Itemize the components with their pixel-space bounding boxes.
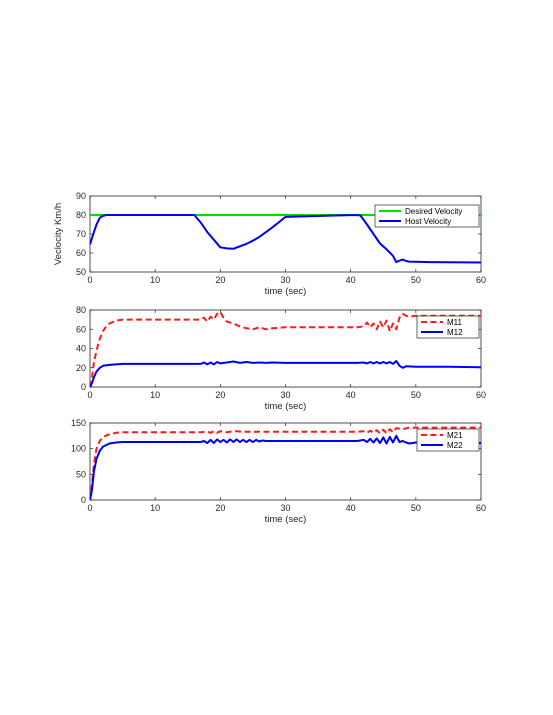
x-tick-label: 10	[150, 390, 160, 400]
y-tick-label: 40	[76, 344, 86, 354]
x-tick-label: 30	[280, 275, 290, 285]
y-tick-label: 50	[76, 469, 86, 479]
y-tick-label: 0	[81, 495, 86, 505]
series-line-m11	[90, 310, 481, 387]
x-tick-label: 40	[346, 275, 356, 285]
y-tick-label: 80	[76, 305, 86, 315]
y-tick-label: 80	[76, 210, 86, 220]
x-tick-label: 30	[280, 503, 290, 513]
x-tick-label: 40	[346, 390, 356, 400]
y-tick-label: 70	[76, 229, 86, 239]
series-line-m12	[90, 360, 481, 387]
y-axis-label: Veclocity Km/h	[53, 203, 64, 265]
x-tick-label: 0	[87, 275, 92, 285]
y-tick-label: 20	[76, 363, 86, 373]
series-line-m22	[90, 434, 481, 500]
x-tick-label: 40	[346, 503, 356, 513]
legend-label: M22	[447, 441, 463, 450]
series-line-host-velocity	[90, 214, 481, 264]
legend-label: M11	[447, 318, 463, 327]
x-tick-label: 10	[150, 275, 160, 285]
x-tick-label: 50	[411, 275, 421, 285]
legend-label: M12	[447, 328, 463, 337]
legend-label: Host Velocity	[405, 217, 451, 226]
x-tick-label: 30	[280, 390, 290, 400]
legend-label: M21	[447, 431, 463, 440]
x-tick-label: 60	[476, 275, 486, 285]
y-tick-label: 100	[71, 444, 86, 454]
y-tick-label: 0	[81, 382, 86, 392]
chart-panel-1: 0 10 20 30 40 50 60 50 60 70 80 90 time (sec) Vecloci…	[53, 191, 486, 297]
x-tick-label: 60	[476, 390, 486, 400]
x-axis-label: time (sec)	[265, 286, 307, 297]
x-tick-label: 50	[411, 503, 421, 513]
y-tick-label: 90	[76, 191, 86, 201]
y-tick-label: 50	[76, 267, 86, 277]
x-tick-label: 60	[476, 503, 486, 513]
y-tick-label: 150	[71, 418, 86, 428]
x-axis-label: time (sec)	[265, 514, 307, 525]
x-tick-label: 20	[215, 275, 225, 285]
x-axis-label: time (sec)	[265, 401, 307, 412]
y-tick-label: 60	[76, 248, 86, 258]
series-line-m21	[90, 426, 481, 500]
x-tick-label: 0	[87, 390, 92, 400]
plot-area	[89, 422, 482, 501]
x-tick-label: 20	[215, 503, 225, 513]
x-tick-label: 10	[150, 503, 160, 513]
y-tick-label: 60	[76, 324, 86, 334]
x-tick-label: 50	[411, 390, 421, 400]
x-tick-label: 0	[87, 503, 92, 513]
legend-label: Desired Velocity	[405, 207, 462, 216]
x-tick-label: 20	[215, 390, 225, 400]
